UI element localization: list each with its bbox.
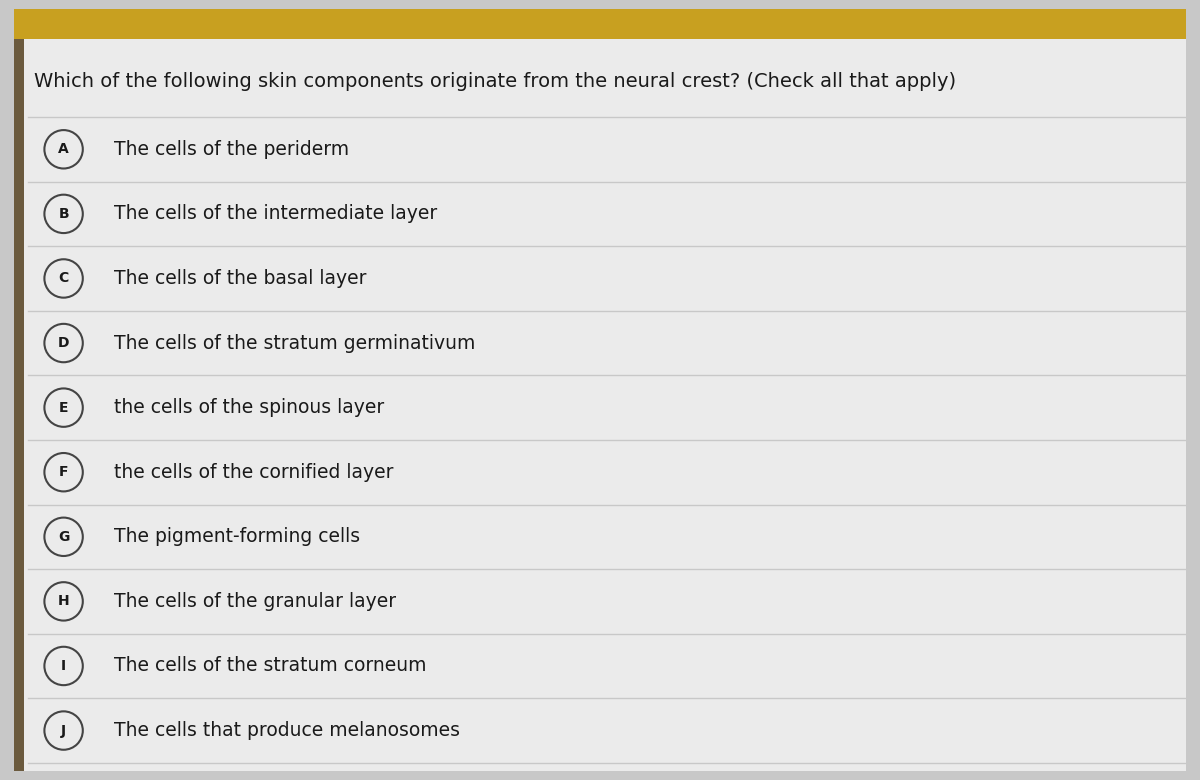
Text: J: J bbox=[61, 724, 66, 738]
Text: G: G bbox=[58, 530, 70, 544]
Ellipse shape bbox=[44, 647, 83, 685]
Ellipse shape bbox=[44, 324, 83, 362]
Ellipse shape bbox=[44, 388, 83, 427]
Text: E: E bbox=[59, 401, 68, 415]
Text: D: D bbox=[58, 336, 70, 350]
Text: F: F bbox=[59, 465, 68, 479]
Text: The cells of the intermediate layer: The cells of the intermediate layer bbox=[114, 204, 437, 223]
Text: C: C bbox=[59, 271, 68, 285]
Text: The cells of the periderm: The cells of the periderm bbox=[114, 140, 349, 159]
FancyBboxPatch shape bbox=[14, 9, 1186, 39]
FancyBboxPatch shape bbox=[14, 9, 1186, 771]
Text: B: B bbox=[59, 207, 68, 221]
FancyBboxPatch shape bbox=[14, 39, 24, 771]
Text: The cells of the stratum germinativum: The cells of the stratum germinativum bbox=[114, 334, 475, 353]
Ellipse shape bbox=[44, 130, 83, 168]
Text: The cells that produce melanosomes: The cells that produce melanosomes bbox=[114, 721, 460, 740]
Ellipse shape bbox=[44, 195, 83, 233]
Text: I: I bbox=[61, 659, 66, 673]
Ellipse shape bbox=[44, 711, 83, 750]
Text: The pigment-forming cells: The pigment-forming cells bbox=[114, 527, 360, 546]
Text: H: H bbox=[58, 594, 70, 608]
Text: Which of the following skin components originate from the neural crest? (Check a: Which of the following skin components o… bbox=[34, 73, 955, 91]
Text: The cells of the granular layer: The cells of the granular layer bbox=[114, 592, 396, 611]
Text: the cells of the spinous layer: the cells of the spinous layer bbox=[114, 398, 384, 417]
Ellipse shape bbox=[44, 259, 83, 298]
Ellipse shape bbox=[44, 453, 83, 491]
Text: the cells of the cornified layer: the cells of the cornified layer bbox=[114, 463, 394, 482]
Text: A: A bbox=[59, 142, 68, 156]
Text: The cells of the stratum corneum: The cells of the stratum corneum bbox=[114, 657, 426, 675]
Ellipse shape bbox=[44, 582, 83, 621]
Text: The cells of the basal layer: The cells of the basal layer bbox=[114, 269, 366, 288]
Ellipse shape bbox=[44, 518, 83, 556]
